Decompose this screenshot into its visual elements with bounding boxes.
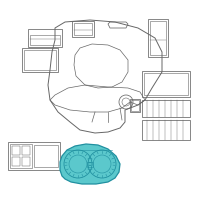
- Bar: [72, 21, 94, 37]
- Bar: [74, 23, 92, 35]
- Bar: [142, 100, 190, 117]
- Bar: [142, 71, 190, 97]
- Bar: [144, 73, 188, 95]
- Bar: [150, 21, 166, 55]
- Bar: [34, 145, 58, 167]
- Bar: [8, 142, 60, 170]
- Polygon shape: [60, 144, 120, 184]
- Bar: [130, 99, 140, 112]
- Bar: [148, 19, 168, 57]
- Bar: [10, 144, 32, 168]
- Bar: [24, 50, 56, 70]
- Bar: [142, 120, 190, 140]
- Bar: [12, 146, 20, 155]
- Bar: [131, 100, 139, 111]
- Bar: [87, 162, 93, 167]
- Bar: [22, 146, 30, 155]
- Bar: [22, 157, 30, 166]
- Bar: [12, 157, 20, 166]
- Bar: [22, 48, 58, 72]
- Bar: [28, 29, 62, 47]
- Bar: [30, 35, 60, 45]
